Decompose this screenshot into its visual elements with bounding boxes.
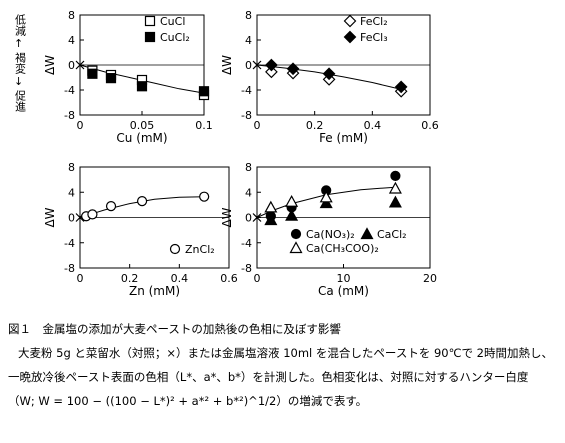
y-tick-label: 8 [245,9,252,22]
data-point-filled-square [87,68,98,79]
y-tick-label: 4 [68,34,75,47]
legend-label: CuCl₂ [160,31,190,44]
y-tick-label: 0 [68,212,75,225]
data-point-open-circle [136,195,148,207]
data-point-filled-triangle [319,196,333,209]
y-axis-label: ΔW [43,55,57,75]
y-axis-label: ΔW [43,207,57,227]
data-point-filled-triangle [388,195,402,208]
y-tick-label: -8 [241,109,252,122]
legend-label: ZnCl₂ [185,243,215,256]
y-tick-label: -4 [241,84,252,97]
legend-label: FeCl₃ [360,31,388,44]
legend-marker [289,241,303,254]
figure-caption-title: 図１ 金属塩の添加が大麦ペーストの加熱後の色相に及ぼす影響 [8,322,341,336]
data-point-open-circle [87,209,98,220]
y-axis-label: ΔW [220,207,234,227]
x-tick-label: 0.1 [195,119,213,132]
y-tick-label: 0 [245,212,252,225]
side-annotation-middle: 褐変 [14,51,27,75]
y-tick-label: -8 [64,109,75,122]
y-tick-label: 0 [245,59,252,72]
data-point-filled-diamond [322,67,336,81]
chart-panel-3: -8 -4 0 4 8 0 0.2 0.4 0.6 Zn (mM) ΔW ZnCl₂ [43,161,238,298]
y-tick-label: 4 [68,186,75,199]
side-annotation-top: 低減 [14,14,27,37]
data-point-open-triangle [285,194,299,207]
side-annotation-bottom: 促進 [14,89,27,112]
legend-marker [360,227,374,240]
control-point [75,60,85,70]
x-tick-label: 0.2 [121,272,139,285]
chart-panel-2: -8 -4 0 4 8 0 0.2 0.4 0.6 Fe (mM) ΔW FeCl₂ FeCl₃ [220,9,439,145]
legend-label: FeCl₂ [360,15,388,28]
legend-marker [290,228,302,240]
y-tick-label: -4 [64,84,75,97]
y-tick-label: 8 [245,161,252,174]
data-point-filled-diamond [286,62,300,76]
data-point-open-diamond [265,65,278,79]
legend-marker [144,31,156,43]
y-tick-label: -4 [64,237,75,250]
figure: 低減 ↑ 褐変 ↓ 促進 -8 -4 0 4 8 0 0.05 0.1 Cu (mM) ΔW CuC… [14,9,439,298]
data-point-open-circle [105,201,117,212]
x-tick-label: 0 [77,119,84,132]
arrow-down-glyph: ↓ [14,75,23,88]
y-tick-label: 4 [245,186,252,199]
x-tick-label: 0 [254,272,261,285]
x-tick-label: 0.05 [130,119,155,132]
x-tick-label: 0.2 [306,119,324,132]
x-tick-label: 0 [254,119,261,132]
data-point-open-triangle [264,200,278,213]
x-axis-label: Fe (mM) [319,131,368,145]
data-point-filled-square [198,86,210,97]
data-point-filled-triangle [264,213,278,226]
y-tick-label: 8 [68,9,75,22]
data-point-filled-diamond [265,58,278,72]
data-point-filled-circle [390,170,401,181]
legend-label: CuCl [160,15,185,28]
y-tick-label: 0 [68,59,75,72]
x-axis-label: Cu (mM) [116,131,167,145]
x-tick-label: 0.4 [171,272,189,285]
data-point-open-triangle [319,190,333,203]
control-point [252,60,262,70]
legend-label: Ca(CH₃COO)₂ [306,242,379,255]
y-tick-label: -8 [241,262,252,275]
y-axis-label: ΔW [220,55,234,75]
x-tick-label: 10 [337,272,351,285]
data-point-filled-diamond [394,80,408,94]
x-tick-label: 0.4 [364,119,382,132]
caption-line-1: 大麦粉 5g と菜留水（対照；×）または金属塩溶液 10ml を混合したペースト… [18,346,554,360]
y-tick-label: 4 [245,34,252,47]
x-axis-label: Zn (mM) [129,284,180,298]
chart-panel-4: -8 -4 0 4 8 0 10 20 Ca (mM) ΔW Ca(NO₃)₂ CaCl₂Ca(CH₃… [220,161,437,298]
legend-marker [169,243,181,255]
x-tick-label: 0 [77,272,84,285]
y-tick-label: 8 [68,161,75,174]
x-axis-label: Ca (mM) [318,284,369,298]
data-point-filled-square [105,73,117,84]
x-tick-label: 0.6 [421,119,439,132]
data-point-filled-triangle [285,208,299,221]
side-annotation: 低減 ↑ 褐変 ↓ 促進 [14,14,27,112]
arrow-up-glyph: ↑ [14,37,23,50]
control-point [252,213,262,222]
y-tick-label: -4 [241,237,252,250]
y-tick-label: -8 [64,262,75,275]
caption-line-2: 一晩放冷後ペースト表面の色相（L*、a*、b*）を計測した。色相変化は、対照に対… [8,370,529,384]
legend-marker [343,30,357,44]
x-tick-label: 20 [423,272,437,285]
legend-label: CaCl₂ [377,228,407,241]
data-point-open-triangle [388,181,402,194]
chart-panel-1: -8 -4 0 4 8 0 0.05 0.1 Cu (mM) ΔW CuCl CuCl₂ [43,9,213,145]
data-point-open-circle [199,191,210,202]
legend-label: Ca(NO₃)₂ [306,228,355,241]
legend-marker [144,15,156,27]
data-point-filled-square [136,81,148,92]
x-tick-label: 0.6 [220,272,238,285]
legend-marker [343,14,357,28]
caption-line-3: （W; W = 100 − ((100 − L*)² + a*² + b*²)^… [8,394,368,408]
